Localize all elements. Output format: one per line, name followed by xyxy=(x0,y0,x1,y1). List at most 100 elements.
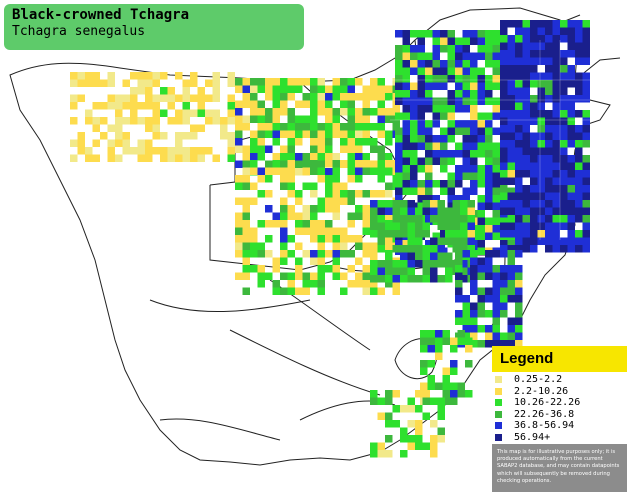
atlas-cell xyxy=(325,175,333,183)
atlas-cell xyxy=(175,139,183,147)
atlas-cell xyxy=(362,85,370,93)
atlas-cell xyxy=(530,102,538,110)
atlas-cell xyxy=(355,78,363,86)
atlas-cell xyxy=(362,153,370,161)
atlas-cell xyxy=(340,85,348,93)
atlas-cell xyxy=(190,72,198,80)
atlas-cell xyxy=(130,147,138,155)
atlas-cell xyxy=(425,97,433,105)
atlas-cell xyxy=(507,317,515,325)
atlas-cell xyxy=(310,130,318,138)
atlas-cell xyxy=(470,172,478,180)
atlas-cell xyxy=(317,78,325,86)
atlas-cell xyxy=(485,172,493,180)
atlas-cell xyxy=(385,138,393,146)
atlas-cell xyxy=(560,155,568,163)
atlas-cell xyxy=(410,187,418,195)
atlas-cell xyxy=(377,442,385,450)
atlas-cell xyxy=(515,57,523,65)
atlas-cell xyxy=(107,72,115,80)
atlas-cell xyxy=(450,382,458,390)
atlas-cell xyxy=(462,165,470,173)
atlas-cell xyxy=(435,337,443,345)
atlas-cell xyxy=(500,50,508,58)
atlas-cell xyxy=(452,245,460,253)
atlas-cell xyxy=(567,170,575,178)
atlas-cell xyxy=(432,157,440,165)
atlas-cell xyxy=(385,108,393,116)
atlas-cell xyxy=(317,257,325,265)
atlas-cell xyxy=(295,85,303,93)
atlas-cell xyxy=(452,230,460,238)
atlas-cell xyxy=(115,154,123,162)
atlas-cell xyxy=(340,108,348,116)
atlas-cell xyxy=(197,109,205,117)
atlas-cell xyxy=(507,340,515,348)
atlas-cell xyxy=(507,200,515,208)
atlas-cell xyxy=(455,127,463,135)
atlas-cell xyxy=(530,110,538,118)
atlas-cell xyxy=(432,97,440,105)
atlas-cell xyxy=(445,275,453,283)
atlas-cell xyxy=(470,112,478,120)
atlas-cell xyxy=(302,182,310,190)
atlas-cell xyxy=(395,187,403,195)
atlas-cell xyxy=(407,252,415,260)
atlas-cell xyxy=(492,195,500,203)
atlas-cell xyxy=(447,90,455,98)
atlas-cell xyxy=(515,50,523,58)
atlas-cell xyxy=(415,427,423,435)
atlas-cell xyxy=(325,250,333,258)
atlas-cell xyxy=(500,87,508,95)
grid-lines xyxy=(390,40,590,240)
atlas-cell xyxy=(250,242,258,250)
atlas-cell xyxy=(410,142,418,150)
atlas-cell xyxy=(552,207,560,215)
atlas-cell xyxy=(370,275,378,283)
atlas-cell xyxy=(457,382,465,390)
atlas-cell xyxy=(392,390,400,398)
atlas-cell xyxy=(317,287,325,295)
atlas-cell xyxy=(467,245,475,253)
atlas-cell xyxy=(522,35,530,43)
atlas-cell xyxy=(377,85,385,93)
atlas-cell xyxy=(402,52,410,60)
atlas-cell xyxy=(500,162,508,170)
atlas-cell xyxy=(575,237,583,245)
atlas-cell xyxy=(310,272,318,280)
atlas-cell xyxy=(347,138,355,146)
atlas-cell xyxy=(130,117,138,125)
atlas-cell xyxy=(452,207,460,215)
atlas-cell xyxy=(295,160,303,168)
atlas-cell xyxy=(567,245,575,253)
atlas-cell xyxy=(302,272,310,280)
atlas-cell xyxy=(427,337,435,345)
atlas-cell xyxy=(440,165,448,173)
atlas-cell xyxy=(385,450,393,458)
atlas-cell xyxy=(427,375,435,383)
atlas-cell xyxy=(432,135,440,143)
atlas-cell xyxy=(455,165,463,173)
atlas-cell xyxy=(437,435,445,443)
atlas-cell xyxy=(347,130,355,138)
atlas-cell xyxy=(257,85,265,93)
atlas-cell xyxy=(227,102,235,110)
atlas-cell xyxy=(385,168,393,176)
atlas-cell xyxy=(287,287,295,295)
atlas-cell xyxy=(317,85,325,93)
atlas-cell xyxy=(130,102,138,110)
atlas-cell xyxy=(492,105,500,113)
atlas-cell xyxy=(392,405,400,413)
atlas-cell xyxy=(425,82,433,90)
atlas-cell xyxy=(560,125,568,133)
atlas-cell xyxy=(470,310,478,318)
atlas-cell xyxy=(522,132,530,140)
atlas-cell xyxy=(582,177,590,185)
atlas-cell xyxy=(515,192,523,200)
atlas-cell xyxy=(325,130,333,138)
atlas-cell xyxy=(530,207,538,215)
atlas-cell xyxy=(545,20,553,28)
atlas-cell xyxy=(272,153,280,161)
atlas-cell xyxy=(500,287,508,295)
atlas-cell xyxy=(395,240,403,248)
